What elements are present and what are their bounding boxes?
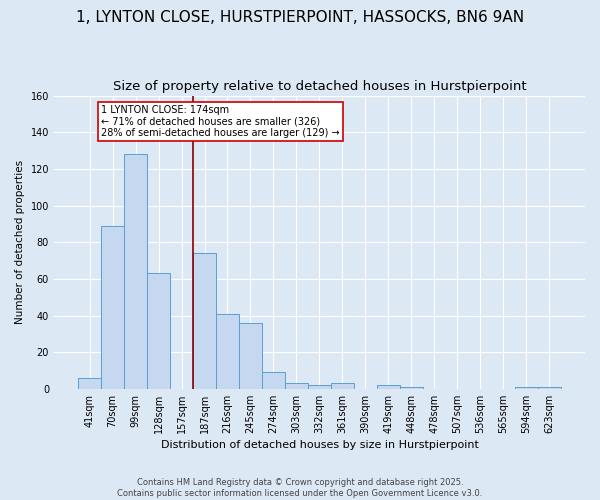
Text: 1 LYNTON CLOSE: 174sqm
← 71% of detached houses are smaller (326)
28% of semi-de: 1 LYNTON CLOSE: 174sqm ← 71% of detached… — [101, 104, 340, 138]
Bar — [101, 226, 124, 389]
Bar — [377, 385, 400, 389]
Bar — [538, 387, 561, 389]
Bar — [400, 387, 423, 389]
Y-axis label: Number of detached properties: Number of detached properties — [15, 160, 25, 324]
Bar — [285, 384, 308, 389]
Text: 1, LYNTON CLOSE, HURSTPIERPOINT, HASSOCKS, BN6 9AN: 1, LYNTON CLOSE, HURSTPIERPOINT, HASSOCK… — [76, 10, 524, 25]
Bar — [262, 372, 285, 389]
Bar — [515, 387, 538, 389]
Bar — [124, 154, 147, 389]
Title: Size of property relative to detached houses in Hurstpierpoint: Size of property relative to detached ho… — [113, 80, 526, 93]
Bar — [239, 323, 262, 389]
Text: Contains HM Land Registry data © Crown copyright and database right 2025.
Contai: Contains HM Land Registry data © Crown c… — [118, 478, 482, 498]
Bar — [147, 274, 170, 389]
Bar — [331, 384, 354, 389]
Bar — [193, 253, 216, 389]
X-axis label: Distribution of detached houses by size in Hurstpierpoint: Distribution of detached houses by size … — [161, 440, 478, 450]
Bar — [308, 385, 331, 389]
Bar — [78, 378, 101, 389]
Bar — [216, 314, 239, 389]
